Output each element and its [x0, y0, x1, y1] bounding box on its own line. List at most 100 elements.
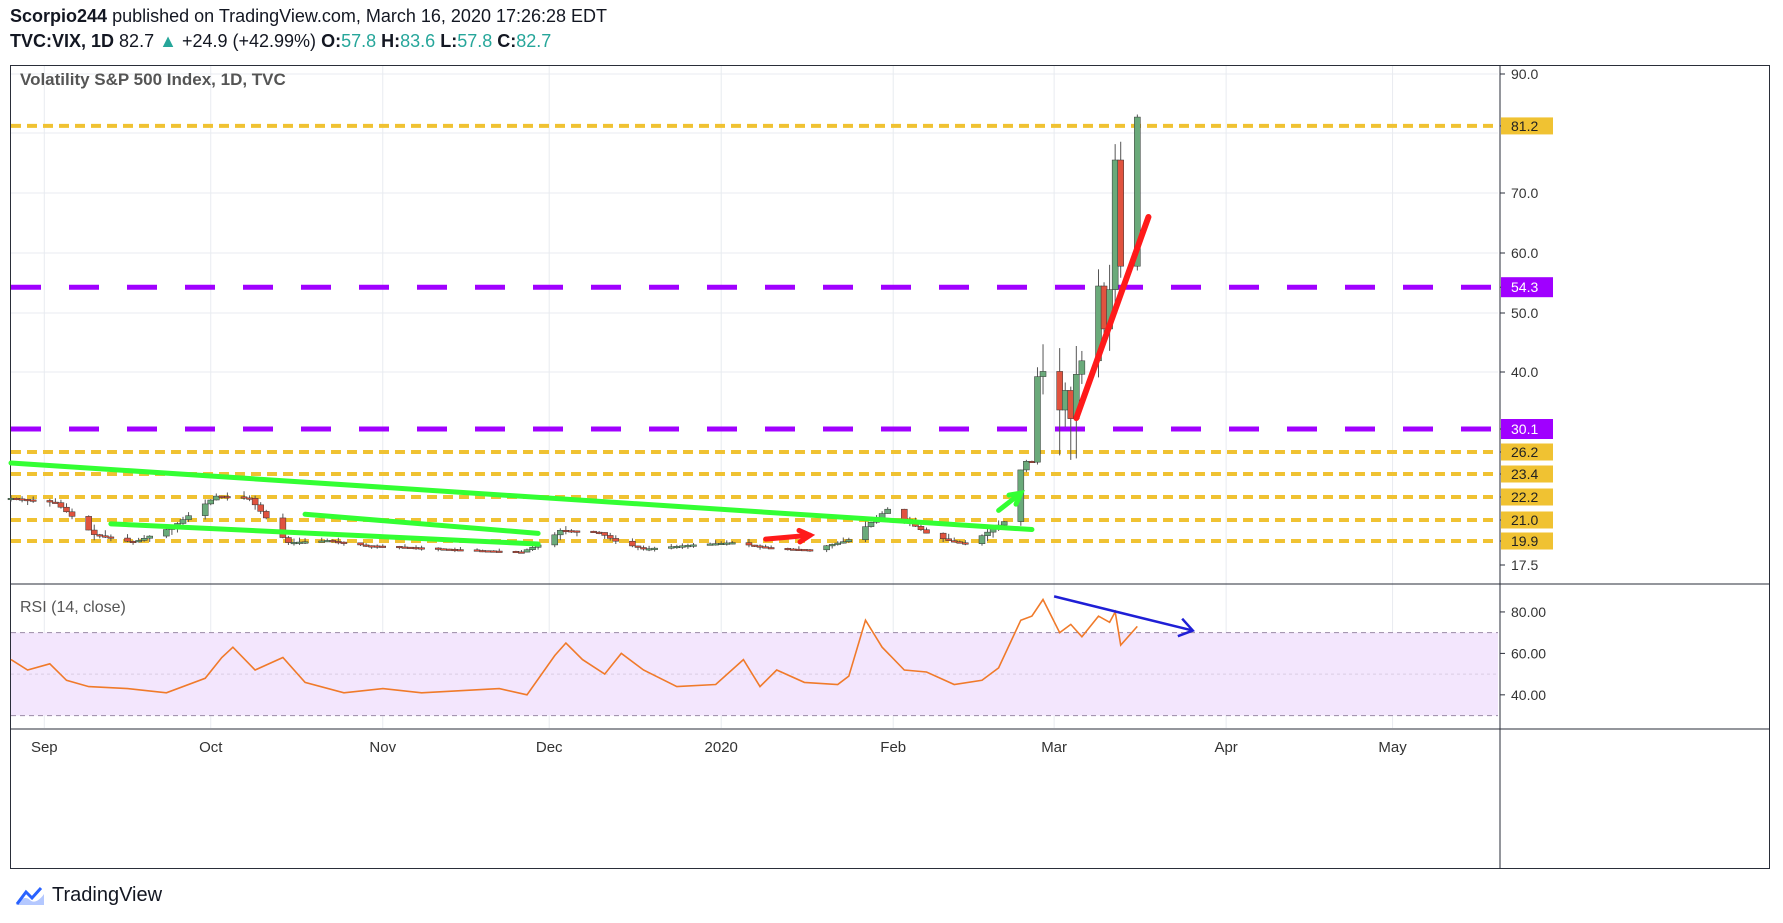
- candle-body: [1039, 371, 1047, 377]
- high-label: H:: [381, 31, 401, 51]
- candle-body: [1067, 390, 1075, 419]
- candle-body: [240, 496, 248, 499]
- level-price-label: 26.2: [1511, 444, 1538, 460]
- level-price-label: 21.0: [1511, 512, 1538, 528]
- candle-body: [601, 532, 608, 536]
- candle-body: [1023, 461, 1030, 471]
- level-price-label: 22.2: [1511, 489, 1538, 505]
- chart-frame[interactable]: [10, 65, 1770, 869]
- rsi-tick-label: 40.00: [1511, 687, 1546, 703]
- candle-body: [845, 539, 853, 542]
- candle-body: [884, 508, 891, 514]
- candle-body: [745, 542, 753, 546]
- publish-info: Scorpio244 published on TradingView.com,…: [10, 6, 607, 27]
- candle-body: [201, 503, 209, 516]
- candle-body: [218, 495, 226, 498]
- candle-body: [440, 548, 448, 551]
- published-text: published on TradingView.com, March 16, …: [112, 6, 608, 26]
- candle-body: [396, 546, 403, 549]
- candle-body: [102, 535, 109, 538]
- candle-body: [179, 519, 187, 524]
- candle-body: [767, 547, 775, 550]
- candle-body: [324, 540, 331, 543]
- candle-body: [629, 540, 636, 547]
- candle-body: [801, 549, 808, 552]
- date-tick-label: Apr: [1214, 739, 1237, 756]
- level-price-label: 19.9: [1511, 533, 1538, 549]
- candle-body: [1034, 376, 1041, 463]
- green-trendline: [108, 521, 541, 547]
- green-trendline: [302, 511, 541, 536]
- candle-body: [834, 542, 841, 545]
- level-price-tag: [1501, 465, 1553, 483]
- level-price-label: 30.1: [1511, 421, 1538, 437]
- candle-body: [301, 541, 309, 544]
- candle-body: [512, 551, 520, 554]
- candle-body: [518, 551, 525, 554]
- candle-body: [557, 530, 564, 536]
- candle-body: [368, 545, 375, 548]
- candle-body: [962, 542, 969, 545]
- price-tick-label: 50.0: [1511, 305, 1538, 321]
- footer-brand[interactable]: TradingView: [14, 884, 162, 907]
- candle-body: [590, 530, 597, 533]
- candle-body: [213, 495, 220, 501]
- candle-body: [1056, 371, 1063, 411]
- candle-body: [285, 537, 292, 543]
- candle-body: [379, 545, 386, 548]
- candle-body: [684, 545, 692, 548]
- level-price-tag: [1501, 277, 1553, 298]
- candle-body: [479, 550, 486, 553]
- level-price-label: 54.3: [1511, 279, 1538, 295]
- green-trendline: [8, 460, 1035, 533]
- candle-body: [246, 497, 253, 500]
- candle-body: [1028, 461, 1036, 464]
- candle-body: [529, 547, 536, 550]
- candle-body: [1000, 521, 1008, 526]
- candle-body: [329, 540, 337, 543]
- candle-body: [24, 499, 31, 502]
- candle-body: [279, 517, 287, 538]
- price-tick-label: 17.5: [1511, 557, 1538, 573]
- candle-body: [1134, 116, 1141, 267]
- candle-body: [401, 546, 409, 549]
- candle-body: [784, 548, 792, 551]
- candle-body: [412, 547, 420, 550]
- candle-body: [640, 547, 647, 550]
- low-value: 57.8: [457, 31, 493, 51]
- candle-body: [901, 508, 908, 520]
- price-change: +24.9 (+42.99%): [181, 31, 317, 51]
- candle-body: [57, 502, 65, 508]
- candle-body: [945, 538, 952, 541]
- candle-body: [1117, 159, 1124, 267]
- candle-body: [690, 544, 697, 547]
- candle-body: [950, 540, 958, 543]
- candle-body: [751, 544, 758, 547]
- candle-body: [290, 542, 298, 545]
- candle-body: [318, 540, 325, 543]
- level-price-tag: [1501, 488, 1553, 506]
- candle-body: [717, 543, 725, 546]
- candle-body: [68, 511, 76, 517]
- candle-body: [923, 529, 930, 534]
- candle-body: [795, 548, 803, 551]
- price-tick-label: 90.0: [1511, 66, 1538, 82]
- up-triangle-icon: ▲: [159, 31, 177, 51]
- level-price-tag: [1501, 419, 1553, 439]
- author-name[interactable]: Scorpio244: [10, 6, 108, 26]
- candle-body: [373, 545, 381, 548]
- date-tick-label: Nov: [369, 739, 396, 756]
- red-arrow: [763, 532, 813, 542]
- candle-body: [46, 500, 54, 503]
- date-tick-label: Mar: [1041, 739, 1067, 756]
- candle-body: [978, 535, 986, 544]
- date-tick-label: 2020: [705, 739, 738, 756]
- candle-body: [712, 543, 719, 546]
- candle-body: [446, 548, 453, 551]
- candle-body: [568, 530, 575, 533]
- candle-body: [496, 550, 503, 553]
- candle-body: [13, 498, 20, 501]
- candle-body: [823, 545, 830, 551]
- candle-body: [357, 542, 364, 546]
